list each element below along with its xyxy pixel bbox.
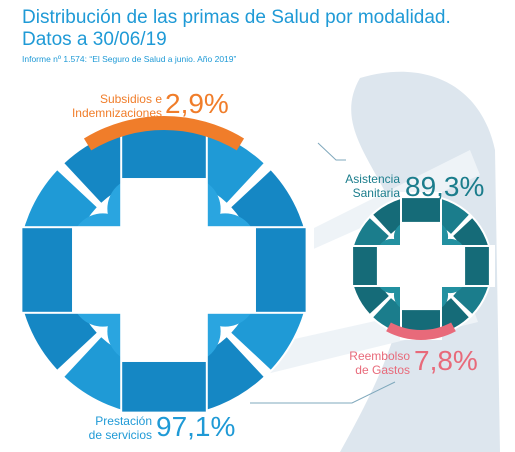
cross-arm-tile [122,361,206,412]
page-title: Distribución de las primas de Salud por … [22,7,451,51]
prestacion-label: Prestación de servicios [88,414,152,442]
cross-arm-tile [255,228,306,312]
reembolso-label: Reembolso de Gastos [349,349,410,377]
cross-arm-tile [122,128,206,179]
sub-slice [83,116,245,151]
cross-arm-tile [402,198,440,222]
leader-lines [250,142,396,404]
prestacion-value: 97,1% [156,411,236,442]
title-line-1: Distribución de las primas de Salud por … [22,7,451,28]
sub-slice [386,322,456,341]
cross-arm-tile [465,247,489,285]
title-line-2: Datos a 30/06/19 [22,29,167,50]
reembolso-value: 7,8% [414,345,478,376]
subsidios-value: 2,9% [165,88,229,119]
asistencia-value: 89,3% [405,171,485,202]
small-donut-chart [347,192,495,341]
cross-arm-tile [22,228,73,312]
cross-arm-tile [353,247,377,285]
subsidios-label: Subsidios e Indemnizaciones [71,92,162,120]
prestacion-leader-line [250,381,396,404]
source-note: Informe nº 1.574: “El Seguro de Salud a … [22,54,237,64]
asistencia-leader-line [317,142,346,161]
big-donut-chart [14,116,314,420]
asistencia-label: Asistencia Sanitaria [345,172,400,200]
cross-arm-tile [402,310,440,334]
